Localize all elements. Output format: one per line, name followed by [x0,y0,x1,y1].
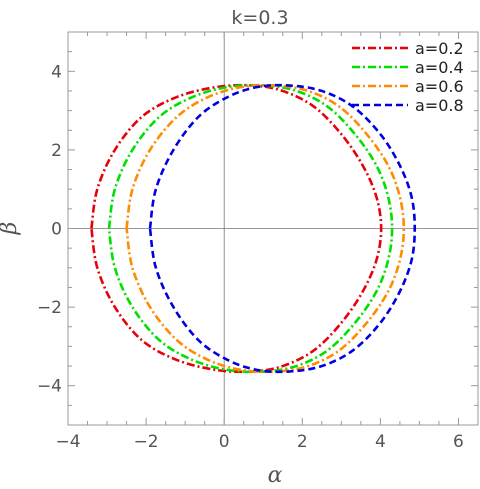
legend-label: a=0.6 [415,77,464,96]
y-tick-label: 2 [51,141,62,161]
y-tick-label: 4 [51,62,62,82]
legend-label: a=0.4 [415,58,464,77]
series-line-1 [90,83,383,374]
x-tick-label: −4 [55,432,80,452]
legend-label: a=0.2 [415,39,464,58]
x-tick-label: 2 [297,432,308,452]
series-line-3 [125,83,406,374]
x-tick-label: −2 [134,432,159,452]
series-line-2 [107,83,394,374]
y-tick-label: −4 [37,377,62,397]
legend: a=0.2a=0.4a=0.6a=0.8 [352,39,464,115]
series-line-4 [148,83,417,374]
x-tick-label: 6 [453,432,464,452]
series-curves [90,83,417,374]
x-tick-label: 0 [219,432,230,452]
axis-ticks: −4 −2 0 2 4 6 −4 −2 0 2 4 [37,31,479,452]
y-axis-label: β [0,222,22,236]
y-tick-label: −2 [37,298,62,318]
chart-title: k=0.3 [231,7,288,29]
legend-label: a=0.8 [415,96,464,115]
x-axis-label: α [268,463,283,488]
y-tick-label: 0 [51,220,62,240]
x-tick-label: 4 [375,432,386,452]
